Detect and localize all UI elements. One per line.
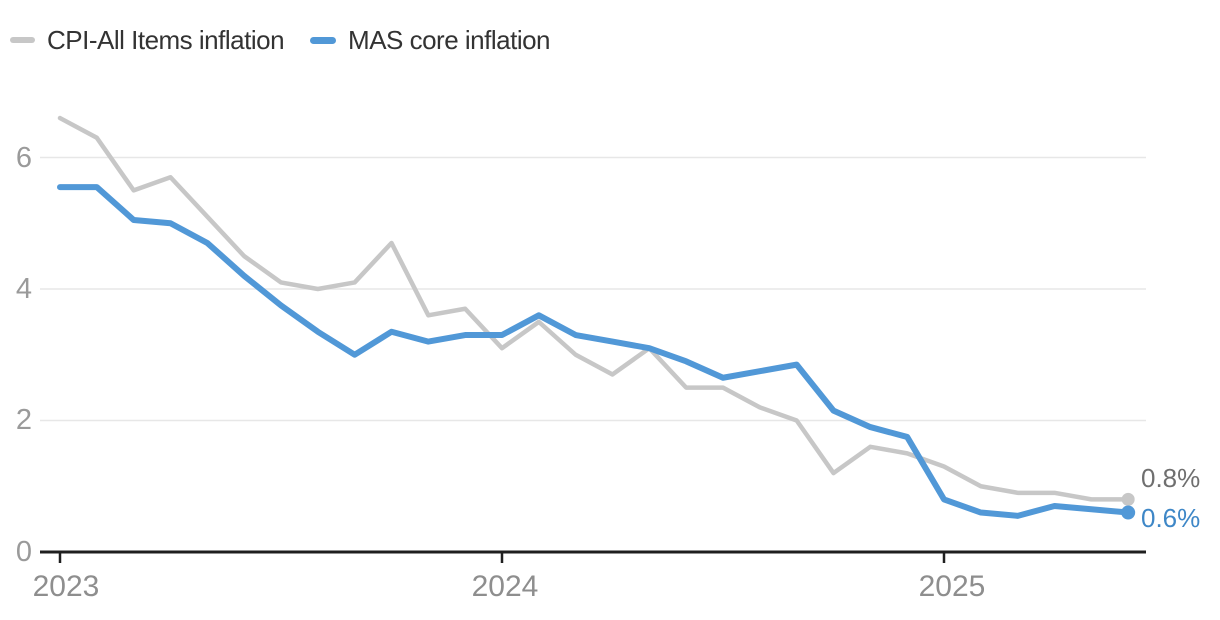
end-dot-mas-core xyxy=(1121,505,1136,520)
y-axis-label-6: 6 xyxy=(15,142,32,174)
line-cpi-all-items xyxy=(57,115,1131,502)
legend-label-core: MAS core inflation xyxy=(348,25,551,55)
cpi-line-swatch xyxy=(10,37,35,44)
legend-item-core: MAS core inflation xyxy=(310,25,551,55)
core-latest-value-label: 0.6% xyxy=(1141,503,1201,533)
y-axis-label-0: 0 xyxy=(15,536,32,568)
core-line-swatch xyxy=(310,36,337,44)
end-dot-cpi-all-items xyxy=(1121,492,1135,506)
x-axis-label-2025: 2025 xyxy=(918,570,986,603)
legend-label-cpi: CPI-All Items inflation xyxy=(47,25,285,55)
chart-legend: CPI-All Items inflation MAS core inflati… xyxy=(10,25,551,55)
legend-item-cpi: CPI-All Items inflation xyxy=(10,25,285,55)
cpi-latest-value-label: 0.8% xyxy=(1141,463,1201,493)
x-axis-label-2024: 2024 xyxy=(471,570,539,603)
y-axis-label-4: 4 xyxy=(15,273,32,305)
line-mas-core xyxy=(57,184,1132,519)
y-axis-label-2: 2 xyxy=(15,404,32,436)
x-axis-label-2023: 2023 xyxy=(32,570,100,603)
